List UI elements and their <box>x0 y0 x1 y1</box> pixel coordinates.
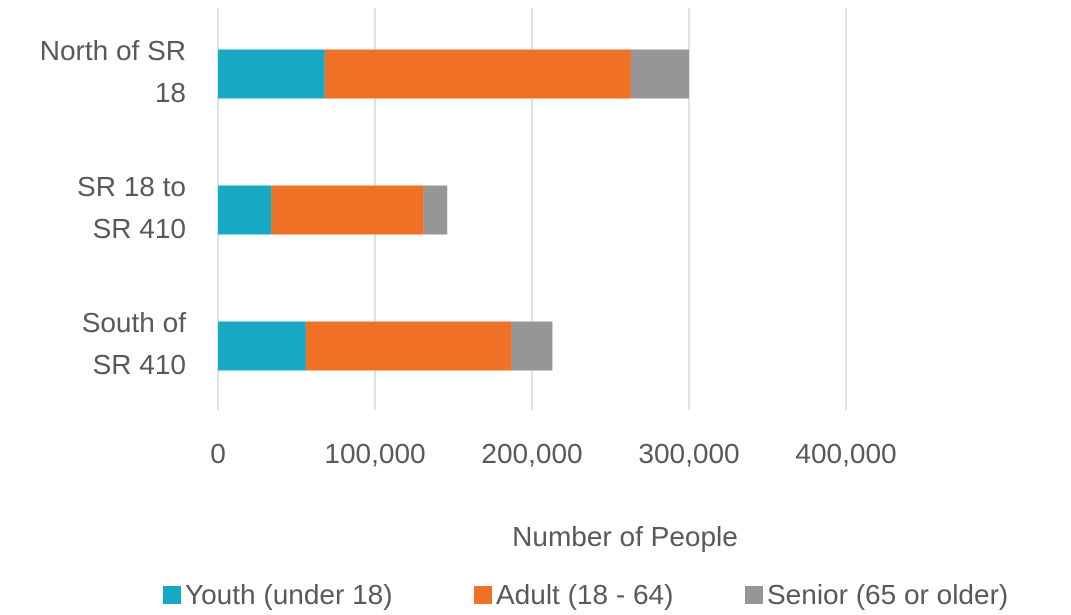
legend-label: Youth (under 18) <box>185 579 393 610</box>
x-tick-label: 200,000 <box>481 438 582 469</box>
category-label: SR 410 <box>93 213 186 244</box>
legend-swatch <box>163 586 181 604</box>
x-tick-label: 0 <box>210 438 226 469</box>
bar-segment-0-2 <box>630 49 689 99</box>
x-tick-label: 300,000 <box>638 438 739 469</box>
x-axis-title: Number of People <box>512 521 738 552</box>
category-label: SR 18 to <box>77 171 186 202</box>
bar-segment-1-2 <box>423 185 448 235</box>
legend-item-2: Senior (65 or older) <box>745 579 1008 610</box>
bar-segment-0-0 <box>218 49 325 99</box>
bar-segment-1-0 <box>218 185 272 235</box>
category-labels: North of SR 18 SR 18 to SR 410 South of SR 41… <box>40 35 186 380</box>
category-label: South of <box>82 307 187 338</box>
x-tick-label: 100,000 <box>324 438 425 469</box>
bar-segment-2-1 <box>305 321 512 371</box>
bar-segment-1-1 <box>271 185 424 235</box>
legend-item-1: Adult (18 - 64) <box>474 579 673 610</box>
category-label: 18 <box>155 77 186 108</box>
x-tick-label: 400,000 <box>795 438 896 469</box>
x-tick-labels: 0 100,000 200,000 300,000 400,000 <box>210 438 896 469</box>
bar-segment-0-1 <box>324 49 631 99</box>
legend-label: Adult (18 - 64) <box>496 579 673 610</box>
bar-segment-2-0 <box>218 321 306 371</box>
legend: Youth (under 18) Adult (18 - 64) Senior (6… <box>163 579 1008 610</box>
legend-swatch <box>745 586 763 604</box>
legend-item-0: Youth (under 18) <box>163 579 393 610</box>
bar-segment-2-2 <box>511 321 553 371</box>
category-label: SR 410 <box>93 349 186 380</box>
bars <box>218 49 689 371</box>
legend-label: Senior (65 or older) <box>767 579 1008 610</box>
category-label: North of SR <box>40 35 186 66</box>
legend-swatch <box>474 586 492 604</box>
